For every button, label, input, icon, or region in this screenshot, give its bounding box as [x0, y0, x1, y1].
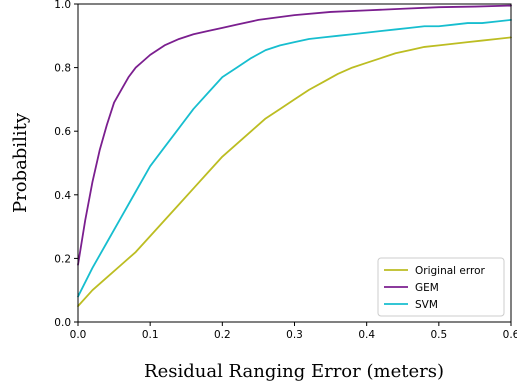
x-tick-label-2: 0.2 — [214, 329, 231, 341]
legend-box — [377, 257, 505, 317]
ticks-layer: 0.0 0.1 0.2 0.3 0.4 0.5 0.6 0.0 0.2 0.4 0.6 0.8 1.0 — [54, 0, 517, 341]
legend-label-1: GEM — [415, 282, 439, 294]
y-axis-title: Probability — [10, 112, 31, 213]
y-tick-label-2: 0.4 — [54, 190, 71, 202]
legend: Original error GEM SVM — [377, 257, 505, 317]
y-tick-label-0: 0.0 — [54, 317, 71, 329]
x-tick-label-3: 0.3 — [286, 329, 303, 341]
series-line-2 — [77, 18, 512, 298]
x-tick-label-6: 0.6 — [503, 329, 517, 341]
x-tick-label-1: 0.1 — [142, 329, 159, 341]
y-tick-label-4: 0.8 — [54, 63, 71, 75]
legend-items: Original error GEM SVM — [384, 265, 486, 311]
x-tick-label-4: 0.4 — [358, 329, 375, 341]
x-tick-label-5: 0.5 — [430, 329, 447, 341]
series-layer — [77, 4, 512, 308]
y-tick-label-1: 0.2 — [54, 253, 71, 265]
series-line-1 — [77, 4, 512, 266]
plot-frame — [77, 3, 512, 323]
legend-label-0: Original error — [415, 265, 486, 277]
series-line-0 — [77, 36, 512, 308]
x-axis-title: Residual Ranging Error (meters) — [144, 361, 444, 382]
legend-label-2: SVM — [415, 299, 438, 311]
x-tick-label-0: 0.0 — [70, 329, 87, 341]
y-tick-label-5: 1.0 — [54, 0, 71, 11]
y-tick-label-3: 0.6 — [54, 126, 71, 138]
